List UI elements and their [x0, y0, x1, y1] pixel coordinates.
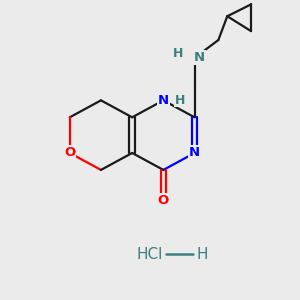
Text: H: H: [173, 47, 183, 60]
Text: H: H: [196, 247, 208, 262]
Text: N: N: [189, 146, 200, 160]
Text: H: H: [175, 94, 185, 107]
Text: O: O: [64, 146, 75, 160]
Text: N: N: [194, 51, 205, 64]
Text: O: O: [158, 194, 169, 207]
Text: N: N: [158, 94, 169, 107]
Text: HCl: HCl: [137, 247, 163, 262]
